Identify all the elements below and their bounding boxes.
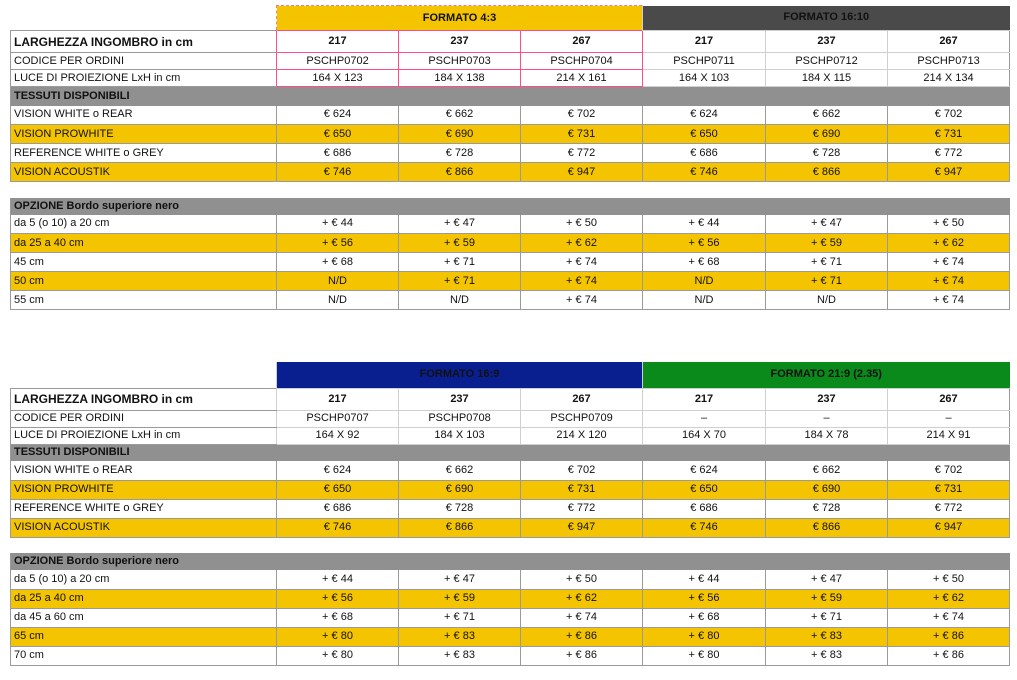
dim-cell: 214 X 161 (520, 69, 643, 87)
format-title-16-10: FORMATO 16:10 (642, 5, 1010, 31)
table-row: VISION WHITE o REAR € 624 € 662 € 702 € … (10, 105, 1010, 125)
table-row: da 25 a 40 cm + € 56 + € 59 + € 62 + € 5… (10, 589, 1010, 609)
price-table-2: FORMATO 16:9 FORMATO 21:9 (2.35) LARGHEZ… (10, 362, 1010, 666)
table-row: 55 cm N/D N/D + € 74 N/D N/D + € 74 (10, 290, 1010, 310)
table-row: VISION WHITE o REAR € 624 € 662 € 702 € … (10, 461, 1010, 481)
size-cell: 217 (276, 388, 399, 411)
price-table-1: FORMATO 4:3 FORMATO 16:10 LARGHEZZA INGO… (10, 5, 1010, 310)
table-row: VISION ACOUSTIK € 746 € 866 € 947 € 746 … (10, 162, 1010, 182)
table-row: 45 cm + € 68 + € 71 + € 74 + € 68 + € 71… (10, 252, 1010, 272)
dim-cell: 164 X 123 (276, 69, 399, 87)
size-cell: 217 (276, 30, 399, 53)
label-width: LARGHEZZA INGOMBRO in cm (10, 30, 277, 53)
label-code: CODICE PER ORDINI (10, 52, 277, 70)
dim-cell: 164 X 103 (642, 69, 766, 87)
table-row: da 5 (o 10) a 20 cm + € 44 + € 47 + € 50… (10, 570, 1010, 590)
dim-cell: 214 X 91 (887, 427, 1010, 445)
label-code: CODICE PER ORDINI (10, 410, 277, 428)
size-cell: 237 (765, 30, 888, 53)
dim-cell: 184 X 115 (765, 69, 888, 87)
code-cell: – (765, 410, 888, 428)
code-cell: PSCHP0708 (398, 410, 521, 428)
label-light: LUCE DI PROIEZIONE LxH in cm (10, 427, 277, 445)
table-row: REFERENCE WHITE o GREY € 686 € 728 € 772… (10, 143, 1010, 163)
size-cell: 267 (520, 388, 643, 411)
format-title-16-9: FORMATO 16:9 (276, 362, 643, 389)
code-cell: PSCHP0707 (276, 410, 399, 428)
code-cell: PSCHP0702 (276, 52, 399, 70)
dim-cell: 214 X 120 (520, 427, 643, 445)
dim-cell: 184 X 138 (398, 69, 521, 87)
table-row: 65 cm + € 80 + € 83 + € 86 + € 80 + € 83… (10, 627, 1010, 647)
dim-cell: 184 X 78 (765, 427, 888, 445)
table-row: VISION PROWHITE € 650 € 690 € 731 € 650 … (10, 124, 1010, 144)
code-cell: – (887, 410, 1010, 428)
code-cell: PSCHP0709 (520, 410, 643, 428)
code-cell: PSCHP0713 (887, 52, 1010, 70)
table-row: da 45 a 60 cm + € 68 + € 71 + € 74 + € 6… (10, 608, 1010, 628)
dim-cell: 164 X 70 (642, 427, 766, 445)
code-cell: – (642, 410, 766, 428)
dim-cell: 164 X 92 (276, 427, 399, 445)
table-row: da 5 (o 10) a 20 cm + € 44 + € 47 + € 50… (10, 214, 1010, 234)
dim-cell: 184 X 103 (398, 427, 521, 445)
size-cell: 237 (765, 388, 888, 411)
label-width: LARGHEZZA INGOMBRO in cm (10, 387, 277, 411)
table-row: 50 cm N/D + € 71 + € 74 N/D + € 71 + € 7… (10, 271, 1010, 291)
format-title-4-3: FORMATO 4:3 (276, 5, 643, 31)
label-light: LUCE DI PROIEZIONE LxH in cm (10, 69, 277, 87)
size-cell: 237 (398, 388, 521, 411)
size-cell: 237 (398, 30, 521, 53)
section-fabrics: TESSUTI DISPONIBILI (10, 444, 1010, 461)
size-cell: 267 (887, 30, 1010, 53)
code-cell: PSCHP0712 (765, 52, 888, 70)
code-cell: PSCHP0703 (398, 52, 521, 70)
dim-cell: 214 X 134 (887, 69, 1010, 87)
size-cell: 217 (642, 30, 766, 53)
code-cell: PSCHP0704 (520, 52, 643, 70)
size-cell: 267 (887, 388, 1010, 411)
table-row: VISION ACOUSTIK € 746 € 866 € 947 € 746 … (10, 518, 1010, 538)
size-cell: 217 (642, 388, 766, 411)
size-cell: 267 (520, 30, 643, 53)
section-options: OPZIONE Bordo superiore nero (10, 553, 1010, 570)
table-row: 70 cm + € 80 + € 83 + € 86 + € 80 + € 83… (10, 646, 1010, 666)
table-row: da 25 a 40 cm + € 56 + € 59 + € 62 + € 5… (10, 233, 1010, 253)
format-title-21-9: FORMATO 21:9 (2.35) (642, 362, 1010, 389)
code-cell: PSCHP0711 (642, 52, 766, 70)
section-options: OPZIONE Bordo superiore nero (10, 197, 1010, 215)
table-row: VISION PROWHITE € 650 € 690 € 731 € 650 … (10, 480, 1010, 500)
table-row: REFERENCE WHITE o GREY € 686 € 728 € 772… (10, 499, 1010, 519)
section-fabrics: TESSUTI DISPONIBILI (10, 86, 1010, 106)
